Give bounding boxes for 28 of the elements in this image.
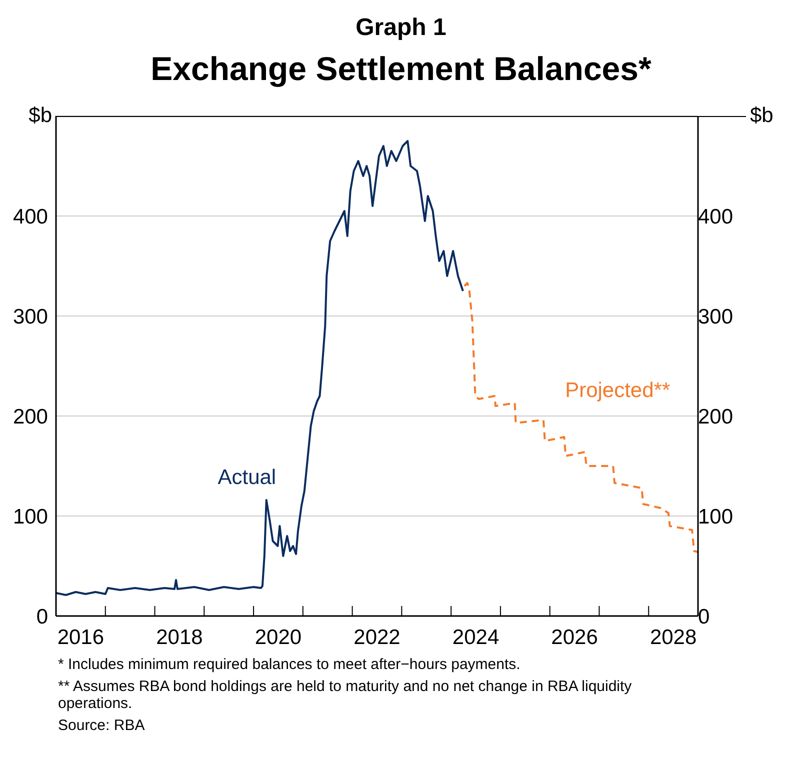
y2-tick-label: 400 — [698, 205, 734, 228]
y2-tick-label: 0 — [698, 605, 710, 628]
x-tick-label: 2026 — [551, 626, 598, 649]
y-tick-label: 400 — [12, 205, 48, 228]
chart-title: Exchange Settlement Balances* — [150, 50, 652, 89]
x-tick-label: 2022 — [354, 626, 400, 649]
line-series — [463, 282, 698, 553]
chart-subtitle: Graph 1 — [354, 13, 448, 43]
text: * Includes minimum required balances to meet after−hours payments. — [58, 656, 522, 673]
y2-axis-title: $b — [750, 104, 774, 128]
y2-tick-label: 100 — [698, 505, 734, 528]
text: ** Assumes RBA bond holdings are held to maturity and no net change in RBA liquidity operations. — [58, 678, 633, 712]
series-label: Projected** — [565, 379, 670, 403]
y-tick-label: 100 — [12, 505, 48, 528]
source-note: Source: RBA — [58, 717, 146, 734]
line-series — [56, 140, 464, 596]
x-tick-label: 2024 — [452, 626, 500, 649]
y-tick-label: 300 — [12, 305, 48, 328]
y-tick-label: 200 — [12, 405, 48, 428]
x-tick-label: 2016 — [57, 626, 104, 649]
y-axis-title: $b — [28, 104, 52, 128]
series-label: Actual — [218, 466, 276, 490]
x-tick-label: 2028 — [650, 626, 697, 649]
y2-tick-label: 200 — [698, 405, 734, 428]
y2-tick-label: 300 — [698, 305, 734, 328]
x-tick-label: 2020 — [254, 626, 302, 649]
x-tick-label: 2018 — [156, 626, 203, 649]
y-tick-label: 0 — [36, 605, 48, 628]
